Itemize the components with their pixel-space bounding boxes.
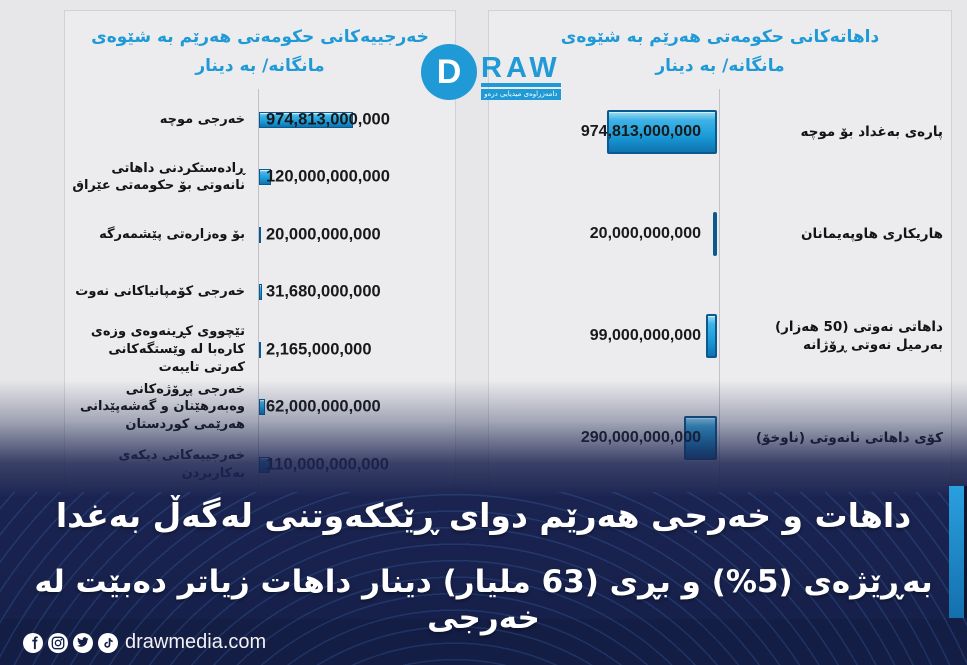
category-axis-line (258, 89, 259, 487)
category-label: بۆ وەزارەتی پێشمەرگە (99, 226, 245, 242)
value-bar (259, 341, 261, 358)
chart-rows: پارەی بەغداد بۆ موچە 974,813,000,000 هاریک… (489, 81, 951, 489)
right-accent-edge (964, 486, 967, 618)
value-label: 120,000,000,000 (266, 167, 390, 186)
value-bar (259, 284, 262, 301)
value-label: 31,680,000,000 (266, 282, 381, 301)
website-url[interactable]: drawmedia.com (125, 631, 267, 653)
chart-row: ڕادەستکردنی داهاتی نانەوتی بۆ حکومەتی عێ… (65, 149, 455, 207)
category-label: ڕادەستکردنی داهاتی نانەوتی بۆ حکومەتی عێ… (72, 160, 245, 194)
chart-row: داهاتی نەوتی (50 هەزار) بەرمیل نەوتی ڕۆژ… (489, 285, 951, 387)
value-label: 974,813,000,000 (266, 110, 390, 129)
draw-logo-d-icon: D (421, 44, 477, 100)
chart-row: خەرجییەکانی دیکەی بەکاربردن 110,000,000,0… (65, 436, 455, 494)
category-label: خەرجییەکانی دیکەی بەکاربردن (118, 448, 245, 481)
category-label: خەرجی کۆمپانیاکانی نەوت (75, 284, 245, 300)
expenditures-chart: خەرجییەکانی حکومەتی هەرێم بە شێوەی مانگا… (64, 10, 456, 500)
instagram-icon[interactable] (48, 633, 68, 653)
value-bar (259, 399, 265, 416)
value-bar (713, 212, 717, 256)
category-label: خەرجی پڕۆژەکانی وەبەرهێنان و گەشەپێدانی … (79, 381, 245, 433)
chart-row: کۆی داهاتی نانەوتی (ناوخۆ) 290,000,000,00… (489, 387, 951, 489)
footer-background (0, 619, 967, 665)
banner-background (0, 498, 967, 619)
category-label: تێچووی کڕینەوەی وزەی کارەبا لە وێستگەکان… (90, 324, 245, 375)
chart-row: هاریکاری هاوپەیمانان 20,000,000,000 (489, 183, 951, 285)
banner-headline-line1: داهات و خەرجی هەرێم دوای ڕێککەوتنی لەگەڵ… (55, 496, 912, 535)
chart-row: خەرجی موچە 974,813,000,000 (65, 91, 455, 149)
chart-row: تێچووی کڕینەوەی وزەی کارەبا لە وێستگەکان… (65, 321, 455, 379)
right-accent-strip (949, 486, 964, 618)
value-label: 99,000,000,000 (589, 327, 701, 344)
value-label: 974,813,000,000 (580, 123, 701, 140)
category-label: خەرجی موچە (159, 111, 245, 127)
value-bar (706, 314, 717, 358)
value-label: 110,000,000,000 (266, 455, 389, 474)
social-icons (23, 633, 118, 653)
value-bar (607, 110, 717, 154)
category-axis-line (719, 89, 720, 487)
chart-row: پارەی بەغداد بۆ موچە 974,813,000,000 (489, 81, 951, 183)
title-line2: مانگانە/ بە دینار (655, 56, 785, 76)
draw-logo-raw-text: RAW (481, 54, 561, 87)
value-label: 62,000,000,000 (266, 397, 381, 416)
category-label: هاریکاری هاوپەیمانان (801, 225, 943, 242)
value-label: 2,165,000,000 (266, 340, 372, 359)
title-line1: داهاتەکانی حکومەتی هەرێم بە شێوەی (560, 27, 880, 47)
value-label: 20,000,000,000 (266, 225, 381, 244)
revenues-chart-title: داهاتەکانی حکومەتی هەرێم بە شێوەی مانگان… (489, 23, 951, 81)
tiktok-icon[interactable] (98, 633, 118, 653)
draw-logo-tagline: دامەزراوەی میدیایی درەو (481, 89, 561, 100)
expenditures-chart-title: خەرجییەکانی حکومەتی هەرێم بە شێوەی مانگا… (65, 23, 455, 81)
title-line2: مانگانە/ بە دینار (195, 56, 325, 76)
category-label: کۆی داهاتی نانەوتی (ناوخۆ) (755, 429, 943, 446)
value-bar (259, 169, 271, 186)
chart-rows: خەرجی موچە 974,813,000,000 ڕادەستکردنی داه… (65, 91, 455, 494)
chart-row: خەرجی کۆمپانیاکانی نەوت 31,680,000,000 (65, 264, 455, 322)
facebook-icon[interactable] (23, 633, 43, 653)
banner-headline-line2: بەڕێژەی (5%) و بڕی (63 ملیار) دینار داها… (34, 564, 933, 636)
twitter-icon[interactable] (73, 633, 93, 653)
value-label: 20,000,000,000 (589, 225, 701, 242)
category-label: داهاتی نەوتی (50 هەزار) بەرمیل نەوتی ڕۆژ… (774, 318, 943, 353)
chart-row: بۆ وەزارەتی پێشمەرگە 20,000,000,000 (65, 206, 455, 264)
chart-row: خەرجی پڕۆژەکانی وەبەرهێنان و گەشەپێدانی … (65, 379, 455, 437)
title-line1: خەرجییەکانی حکومەتی هەرێم بە شێوەی (91, 27, 429, 47)
value-bar (259, 111, 353, 128)
draw-logo: D RAW دامەزراوەی میدیایی درەو (421, 44, 561, 100)
category-label: پارەی بەغداد بۆ موچە (800, 123, 943, 140)
value-bar (259, 226, 261, 243)
value-label: 290,000,000,000 (580, 429, 701, 446)
